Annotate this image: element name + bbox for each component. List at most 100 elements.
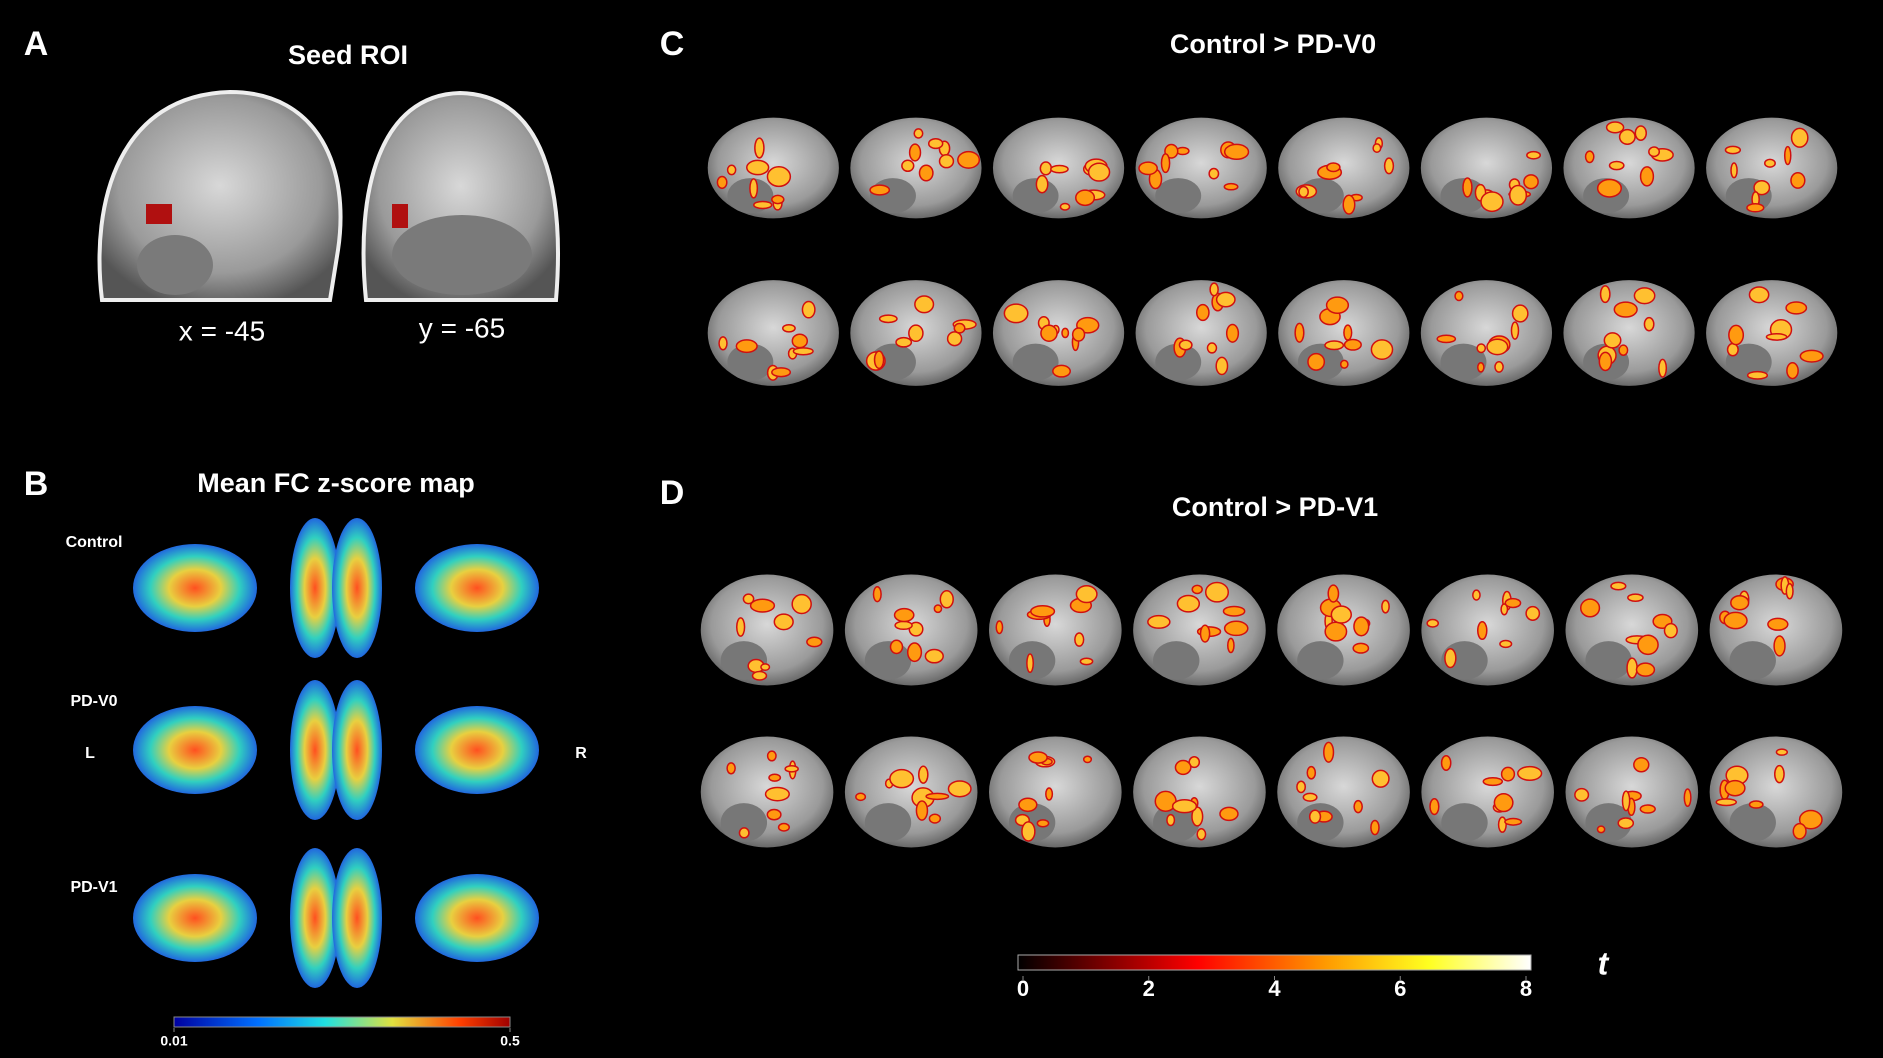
activation-blob xyxy=(889,768,915,789)
dorsal-surface xyxy=(290,518,340,658)
panel-label: C xyxy=(660,25,685,63)
activation-blob xyxy=(1618,128,1636,145)
activation-blob xyxy=(801,300,816,319)
cerebellum xyxy=(864,641,912,680)
activation-blob xyxy=(894,620,913,631)
activation-blob xyxy=(1500,766,1516,782)
activation-blob xyxy=(1610,581,1627,591)
activation-blob xyxy=(718,336,728,351)
activation-blob xyxy=(1061,327,1070,339)
activation-blob xyxy=(893,607,915,623)
cerebellum xyxy=(1297,803,1344,842)
activation-blob xyxy=(1773,635,1786,657)
activation-blob xyxy=(1454,290,1464,302)
activation-blob xyxy=(869,184,891,196)
activation-blob xyxy=(1306,765,1317,780)
cerebellum xyxy=(1012,178,1059,214)
activation-blob xyxy=(1785,583,1794,600)
activation-blob xyxy=(1635,662,1656,677)
activation-blob xyxy=(806,636,823,648)
activation-blob xyxy=(1634,125,1648,141)
sagittal-slice xyxy=(1421,736,1554,848)
row-label: PD-V0 xyxy=(70,693,117,710)
activation-blob xyxy=(735,339,758,354)
activation-blob xyxy=(1510,321,1520,340)
coordinate: y = -65 xyxy=(419,312,505,343)
activation-blob xyxy=(1030,605,1056,618)
activation-blob xyxy=(1748,800,1764,809)
activation-blob xyxy=(742,593,755,605)
activation-blob xyxy=(1476,343,1487,354)
panel-title: Control > PD-V1 xyxy=(1172,492,1378,522)
activation-blob xyxy=(873,350,885,370)
activation-blob xyxy=(1504,597,1522,609)
activation-blob xyxy=(1618,344,1629,356)
activation-blob xyxy=(773,613,794,631)
activation-blob xyxy=(1225,323,1240,343)
cerebellum xyxy=(1585,803,1632,842)
activation-blob xyxy=(1339,359,1349,369)
activation-blob xyxy=(1598,351,1613,372)
activation-blob xyxy=(1147,614,1171,629)
activation-blob xyxy=(1523,174,1539,190)
activation-blob xyxy=(716,175,728,190)
activation-blob xyxy=(1462,177,1473,198)
lateral-surface xyxy=(133,544,257,632)
activation-blob xyxy=(895,336,913,348)
activation-blob xyxy=(1326,162,1341,173)
cerebellum xyxy=(727,343,774,381)
activation-blob xyxy=(1191,806,1204,827)
colorbar-symbol: t xyxy=(1598,945,1610,981)
activation-blob xyxy=(1799,349,1824,363)
activation-blob xyxy=(1003,303,1029,324)
activation-blob xyxy=(1171,799,1198,814)
sagittal-slice xyxy=(1420,280,1553,386)
activation-blob xyxy=(1352,642,1370,654)
cerebellum xyxy=(1440,343,1487,381)
activation-blob xyxy=(1074,632,1085,647)
activation-blob xyxy=(906,642,923,663)
activation-blob xyxy=(1658,358,1668,378)
activation-blob xyxy=(1174,759,1192,776)
activation-blob xyxy=(947,780,972,798)
activation-blob xyxy=(1079,657,1094,666)
activation-blob xyxy=(1195,303,1210,322)
activation-blob xyxy=(1663,622,1678,639)
row-label: Control xyxy=(66,534,123,551)
sagittal-slice xyxy=(1135,280,1267,386)
colorbar-tick-label: 4 xyxy=(1268,976,1281,1001)
activation-blob xyxy=(1204,581,1230,603)
cerebellum xyxy=(864,803,912,842)
activation-blob xyxy=(1222,605,1246,617)
activation-blob xyxy=(1327,584,1340,603)
activation-blob xyxy=(889,639,904,655)
activation-blob xyxy=(1605,121,1625,134)
activation-blob xyxy=(1517,765,1543,781)
activation-blob xyxy=(1774,764,1785,784)
activation-blob xyxy=(1208,167,1220,180)
cerebellum xyxy=(1012,343,1059,381)
activation-blob xyxy=(1633,287,1656,305)
activation-blob xyxy=(1627,593,1644,602)
activation-blob xyxy=(1075,585,1098,604)
activation-blob xyxy=(1296,780,1307,794)
activation-blob xyxy=(766,166,792,188)
activation-blob xyxy=(1574,787,1590,802)
activation-blob xyxy=(1526,150,1542,160)
activation-blob xyxy=(1223,143,1250,161)
activation-blob xyxy=(1792,822,1807,840)
activation-blob xyxy=(1798,809,1823,830)
activation-blob xyxy=(928,813,942,824)
activation-blob xyxy=(1613,301,1638,318)
activation-blob xyxy=(1786,361,1799,380)
activation-blob xyxy=(782,323,796,333)
activation-blob xyxy=(1603,332,1622,349)
activation-blob xyxy=(1508,184,1528,206)
activation-blob xyxy=(1746,203,1765,213)
activation-blob xyxy=(1482,776,1504,787)
activation-blob xyxy=(1790,127,1809,148)
activation-blob xyxy=(1223,182,1239,191)
panel-title: Control > PD-V0 xyxy=(1170,29,1376,59)
activation-blob xyxy=(1215,356,1229,376)
activation-blob xyxy=(726,762,736,775)
